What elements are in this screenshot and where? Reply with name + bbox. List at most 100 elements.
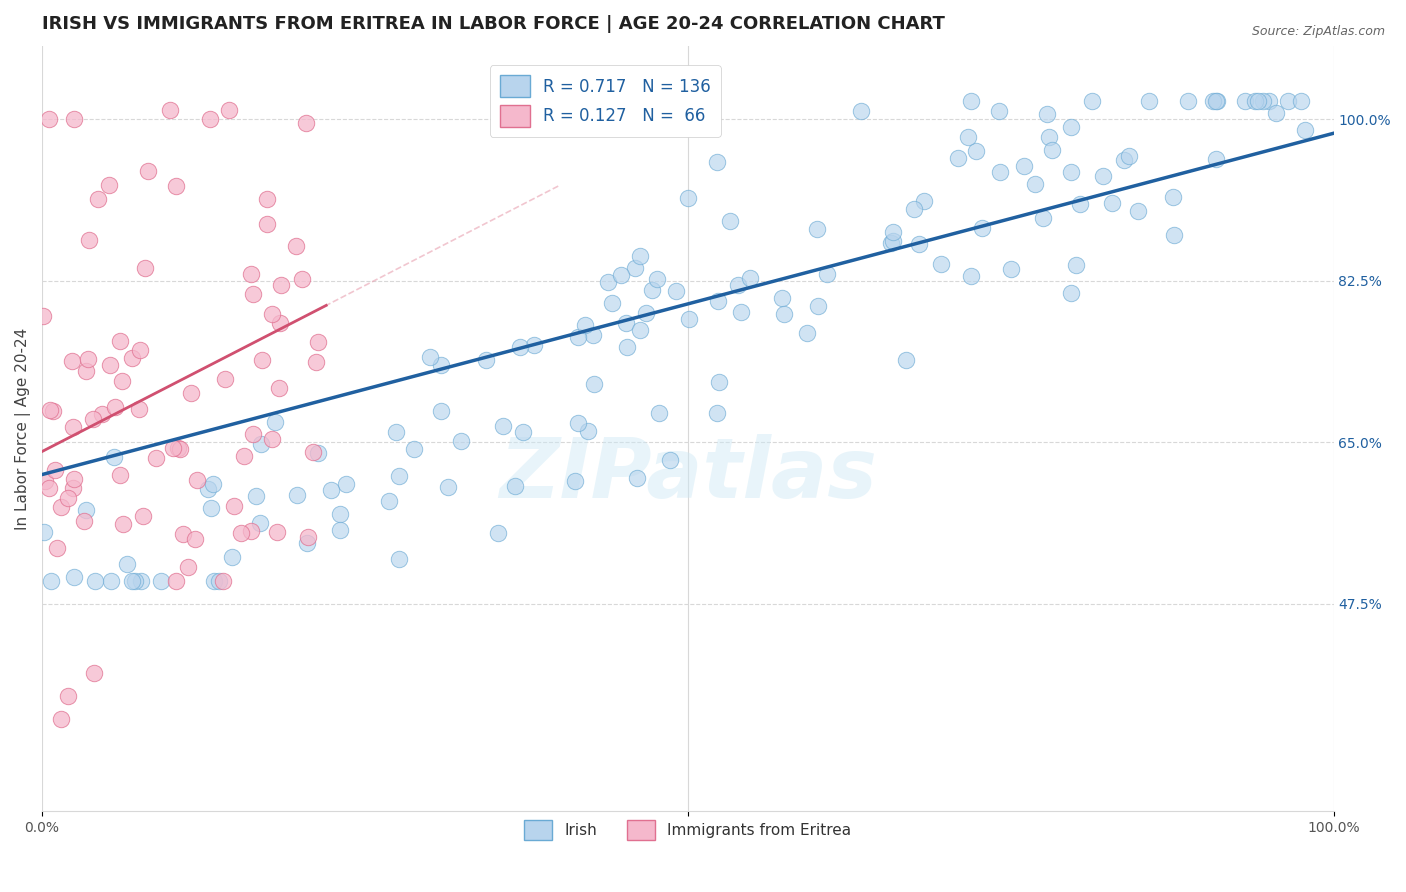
Point bbox=[32, 525, 55, 540]
Point bbox=[1294, 122, 1316, 136]
Point bbox=[297, 530, 319, 544]
Point bbox=[988, 165, 1011, 179]
Point bbox=[740, 270, 762, 285]
Point bbox=[1277, 94, 1299, 108]
Point bbox=[419, 350, 441, 364]
Point bbox=[582, 327, 605, 342]
Point bbox=[150, 574, 173, 588]
Point bbox=[264, 415, 287, 429]
Point bbox=[641, 283, 664, 297]
Point bbox=[600, 296, 623, 310]
Point bbox=[63, 112, 86, 127]
Point bbox=[430, 358, 453, 372]
Point bbox=[1163, 228, 1185, 243]
Point bbox=[256, 218, 278, 232]
Point bbox=[44, 463, 66, 477]
Point bbox=[610, 268, 633, 282]
Point bbox=[523, 338, 546, 352]
Point bbox=[1244, 94, 1267, 108]
Point bbox=[436, 480, 458, 494]
Point bbox=[1258, 94, 1281, 108]
Point bbox=[60, 354, 83, 368]
Point bbox=[82, 412, 104, 426]
Point bbox=[1205, 94, 1227, 108]
Point bbox=[184, 532, 207, 546]
Point bbox=[851, 104, 873, 119]
Point bbox=[180, 386, 202, 401]
Point bbox=[388, 552, 411, 566]
Point bbox=[727, 278, 749, 293]
Point bbox=[645, 272, 668, 286]
Point bbox=[1040, 143, 1063, 157]
Point bbox=[1177, 94, 1199, 108]
Point bbox=[269, 316, 291, 330]
Point bbox=[162, 441, 184, 455]
Point bbox=[110, 468, 132, 483]
Point bbox=[1059, 285, 1081, 300]
Point bbox=[1118, 149, 1140, 163]
Point bbox=[908, 237, 931, 252]
Point bbox=[128, 343, 150, 357]
Point bbox=[32, 309, 55, 323]
Point bbox=[301, 444, 323, 458]
Point bbox=[239, 267, 262, 281]
Point bbox=[730, 305, 752, 319]
Point bbox=[132, 508, 155, 523]
Point bbox=[328, 508, 350, 522]
Point bbox=[1291, 94, 1313, 108]
Point bbox=[972, 221, 994, 235]
Point bbox=[138, 164, 160, 178]
Point bbox=[218, 103, 240, 118]
Point bbox=[628, 249, 651, 263]
Point bbox=[260, 307, 283, 321]
Point bbox=[815, 267, 838, 281]
Point bbox=[626, 471, 648, 485]
Point bbox=[91, 407, 114, 421]
Point bbox=[503, 479, 526, 493]
Point bbox=[388, 469, 411, 483]
Point bbox=[512, 425, 534, 440]
Point bbox=[960, 94, 983, 108]
Point bbox=[378, 494, 401, 508]
Point bbox=[249, 516, 271, 530]
Point bbox=[172, 526, 194, 541]
Point bbox=[903, 202, 925, 216]
Point bbox=[616, 340, 638, 354]
Point bbox=[75, 364, 97, 378]
Point bbox=[1247, 94, 1270, 108]
Point bbox=[38, 482, 60, 496]
Point bbox=[42, 404, 65, 418]
Point bbox=[807, 299, 830, 313]
Point bbox=[1064, 258, 1087, 272]
Point bbox=[628, 323, 651, 337]
Point bbox=[1265, 106, 1288, 120]
Point bbox=[165, 574, 187, 588]
Text: ZIPatlas: ZIPatlas bbox=[499, 434, 877, 515]
Point bbox=[222, 499, 245, 513]
Text: IRISH VS IMMIGRANTS FROM ERITREA IN LABOR FORCE | AGE 20-24 CORRELATION CHART: IRISH VS IMMIGRANTS FROM ERITREA IN LABO… bbox=[42, 15, 945, 33]
Point bbox=[912, 194, 935, 208]
Point bbox=[1038, 129, 1060, 144]
Point bbox=[56, 689, 79, 703]
Point bbox=[806, 222, 828, 236]
Point bbox=[197, 482, 219, 496]
Point bbox=[233, 450, 256, 464]
Point bbox=[1012, 160, 1035, 174]
Point bbox=[614, 316, 637, 330]
Point bbox=[305, 355, 328, 369]
Text: Source: ZipAtlas.com: Source: ZipAtlas.com bbox=[1251, 25, 1385, 38]
Point bbox=[707, 293, 730, 308]
Point bbox=[385, 425, 408, 439]
Point bbox=[100, 574, 122, 588]
Point bbox=[103, 450, 125, 464]
Point bbox=[1205, 152, 1227, 166]
Point bbox=[212, 574, 235, 588]
Point bbox=[108, 334, 131, 348]
Point bbox=[51, 712, 73, 726]
Point bbox=[658, 452, 681, 467]
Point bbox=[38, 112, 60, 127]
Point bbox=[576, 425, 599, 439]
Point bbox=[1036, 107, 1059, 121]
Point bbox=[76, 351, 98, 366]
Point bbox=[882, 234, 904, 248]
